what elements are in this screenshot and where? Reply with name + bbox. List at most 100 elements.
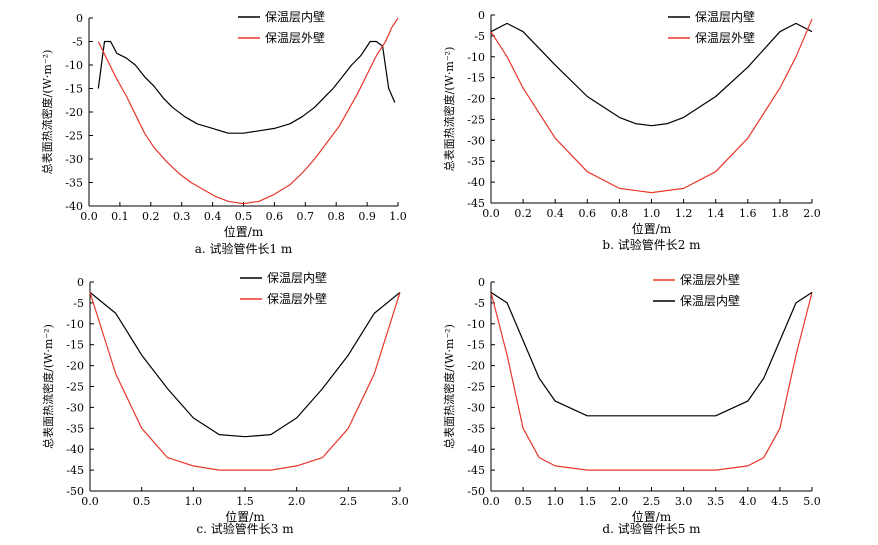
x-tick-label: 1.5 <box>579 495 597 508</box>
y-tick-label: -20 <box>66 360 84 373</box>
series-line-2 <box>97 17 399 205</box>
y-axis-title: 总表面热流密度/(W·m⁻²) <box>40 50 54 175</box>
chart-panel-4: 0 -5 -10 -15 -20 -25 -30 -35 -40 -45 -500.0 0.5 1.0 1… <box>442 272 821 536</box>
x-tick-label: 0.0 <box>81 495 99 508</box>
x-tick-label: 1.0 <box>546 495 564 508</box>
x-tick-label: 0.3 <box>173 210 191 223</box>
x-tick-label: 1.6 <box>739 207 757 220</box>
series-line-1 <box>89 291 401 438</box>
panel-caption: c. 试验管件长3 m <box>196 521 294 536</box>
chart-panel-1: 0 -5 -10 -15 -20 -25 -30 -35 -400.0 0.1 0.2 0.3 0.4 0… <box>40 9 407 256</box>
y-tick-label: -40 <box>66 443 84 456</box>
y-tick-label: 0 <box>478 9 485 22</box>
y-tick-label: -25 <box>66 381 84 394</box>
x-tick-label: 0.2 <box>514 207 532 220</box>
x-tick-label: 0.6 <box>266 210 284 223</box>
y-tick-label: -5 <box>73 297 84 310</box>
x-tick-label: 2.5 <box>340 495 358 508</box>
series-line-2 <box>490 291 813 417</box>
x-tick-label: 1.4 <box>707 207 725 220</box>
x-tick-label: 3.0 <box>391 495 409 508</box>
legend-label: 保温层外壁 <box>265 30 325 45</box>
x-tick-label: 0.2 <box>142 210 160 223</box>
legend-label: 保温层外壁 <box>680 272 740 287</box>
y-tick-label: -45 <box>66 464 84 477</box>
y-tick-label: -30 <box>467 401 485 414</box>
x-tick-label: 4.5 <box>771 495 789 508</box>
y-axis-title: 总表面热流密度/(W·m⁻²) <box>442 324 456 449</box>
y-tick-label: -30 <box>467 134 485 147</box>
y-tick-label: -25 <box>467 113 485 126</box>
y-axis-title: 总表面热流密度/(W·m⁻²) <box>41 324 55 449</box>
y-tick-label: -25 <box>467 381 485 394</box>
x-axis-title: 位置/m <box>224 224 264 239</box>
x-tick-label: 2.5 <box>643 495 661 508</box>
x-tick-label: 0.1 <box>111 210 129 223</box>
y-tick-label: -10 <box>467 51 485 64</box>
legend-label: 保温层外壁 <box>695 30 755 45</box>
series-line-1 <box>490 22 813 127</box>
y-tick-label: 0 <box>76 12 83 25</box>
y-tick-label: -45 <box>467 197 485 210</box>
x-tick-label: 0.4 <box>204 210 222 223</box>
series-line-2 <box>89 292 401 471</box>
chart-panel-3: 0 -5 -10 -15 -20 -25 -30 -35 -40 -45 -500.0 0.5 1.0 1… <box>41 270 409 536</box>
x-axis-title: 位置/m <box>632 509 672 524</box>
x-tick-label: 0.4 <box>546 207 564 220</box>
x-tick-label: 1.0 <box>643 207 661 220</box>
x-tick-label: 2.0 <box>803 207 821 220</box>
y-tick-label: -10 <box>66 318 84 331</box>
y-tick-label: -45 <box>467 464 485 477</box>
legend-label: 保温层内壁 <box>695 9 755 24</box>
x-tick-label: 1.0 <box>389 210 407 223</box>
x-axis-title: 位置/m <box>225 509 265 524</box>
x-tick-label: 3.0 <box>675 495 693 508</box>
x-tick-label: 0.9 <box>358 210 376 223</box>
x-tick-label: 0.0 <box>482 495 500 508</box>
x-tick-label: 0.7 <box>297 210 315 223</box>
series-line-2 <box>490 18 813 194</box>
y-tick-label: -25 <box>65 130 83 143</box>
x-tick-label: 1.2 <box>675 207 693 220</box>
x-tick-label: 0.6 <box>579 207 597 220</box>
x-tick-label: 0.8 <box>611 207 629 220</box>
legend-label: 保温层内壁 <box>267 270 327 285</box>
legend-label: 保温层外壁 <box>267 291 327 306</box>
y-tick-label: -35 <box>66 422 84 435</box>
y-tick-label: -5 <box>72 36 83 49</box>
y-tick-label: -20 <box>467 360 485 373</box>
series-line-1 <box>97 40 396 134</box>
x-tick-label: 0.0 <box>482 207 500 220</box>
y-tick-label: -50 <box>66 485 84 498</box>
y-tick-label: -15 <box>65 83 83 96</box>
x-tick-label: 3.5 <box>707 495 725 508</box>
x-tick-label: 1.8 <box>771 207 789 220</box>
y-tick-label: -35 <box>467 422 485 435</box>
legend-label: 保温层内壁 <box>265 9 325 24</box>
x-tick-label: 2.0 <box>288 495 306 508</box>
y-tick-label: 0 <box>478 276 485 289</box>
panel-caption: b. 试验管件长2 m <box>602 237 701 252</box>
x-tick-label: 0.5 <box>133 495 151 508</box>
x-tick-label: 1.5 <box>236 495 254 508</box>
y-tick-label: -35 <box>65 177 83 190</box>
x-tick-label: 4.0 <box>739 495 757 508</box>
y-tick-label: -15 <box>467 339 485 352</box>
x-tick-label: 2.0 <box>611 495 629 508</box>
y-tick-label: -10 <box>65 59 83 72</box>
y-tick-label: -30 <box>66 401 84 414</box>
legend-label: 保温层内壁 <box>680 293 740 308</box>
panel-caption: d. 试验管件长5 m <box>602 521 701 536</box>
y-tick-label: -20 <box>467 93 485 106</box>
y-axis-title: 总表面热流密度/(W·m⁻²) <box>442 47 456 172</box>
y-tick-label: -40 <box>467 176 485 189</box>
x-tick-label: 5.0 <box>803 495 821 508</box>
y-tick-label: -40 <box>65 200 83 213</box>
y-tick-label: -10 <box>467 318 485 331</box>
x-tick-label: 0.5 <box>514 495 532 508</box>
y-tick-label: -35 <box>467 155 485 168</box>
chart-panel-2: 0 -5 -10 -15 -20 -25 -30 -35 -40 -450.0 0.2 0.4 0.6 0… <box>442 9 821 252</box>
y-tick-label: -50 <box>467 485 485 498</box>
y-tick-label: -15 <box>467 72 485 85</box>
